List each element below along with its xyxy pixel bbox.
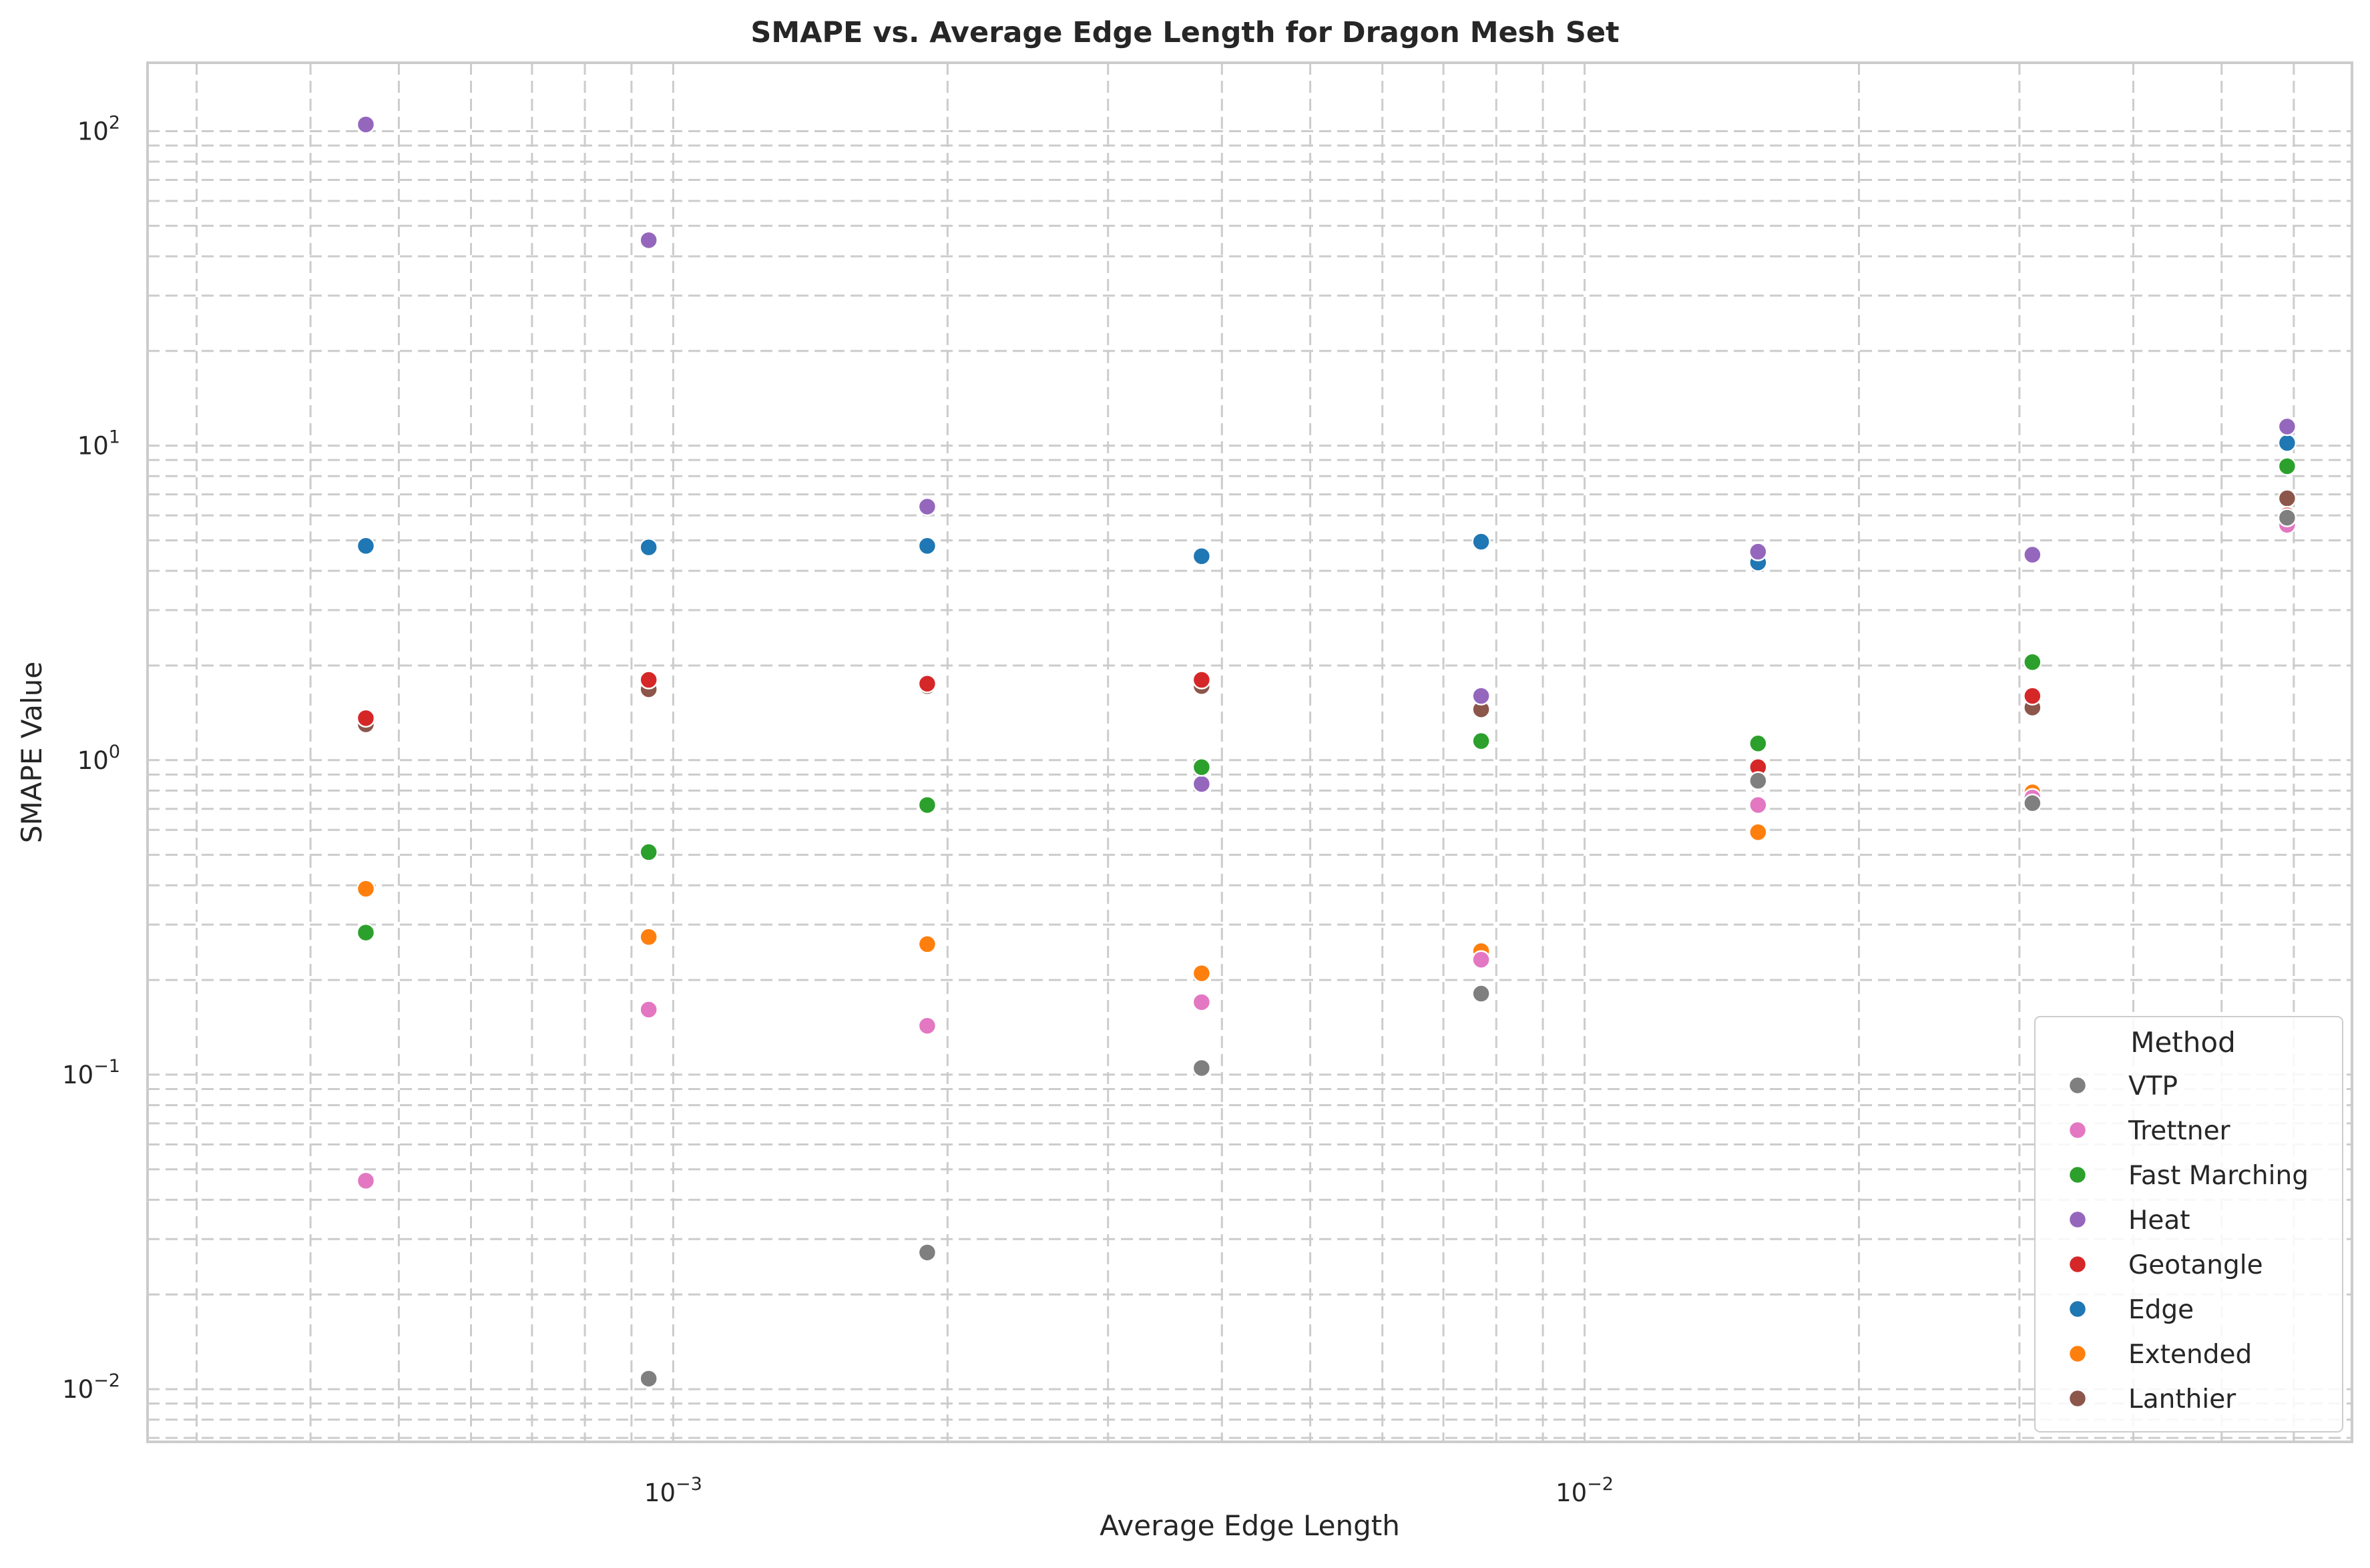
data-point-edge: [2277, 433, 2297, 453]
data-point-heat: [1748, 542, 1768, 561]
x-axis-label: Average Edge Length: [1100, 1509, 1400, 1542]
data-point-vtp: [1471, 984, 1491, 1003]
legend-label: VTP: [2128, 1071, 2178, 1101]
data-point-fast-marching: [1192, 758, 1212, 777]
data-point-heat: [639, 230, 658, 250]
data-point-trettner: [917, 1016, 937, 1035]
data-point-fast-marching: [1471, 731, 1491, 751]
legend-marker: [2068, 1165, 2088, 1185]
data-point-fast-marching: [2023, 652, 2042, 672]
data-point-heat: [356, 115, 376, 134]
data-point-geotangle: [356, 708, 376, 728]
data-point-edge: [639, 537, 658, 557]
legend: Method VTP Trettner Fast Marching Heat Geota…: [2034, 1016, 2343, 1432]
data-point-edge: [1192, 547, 1212, 566]
legend-label: Extended: [2128, 1340, 2252, 1370]
data-point-trettner: [356, 1171, 376, 1191]
plot-area-frame: [146, 61, 2353, 1443]
legend-label: Fast Marching: [2128, 1161, 2309, 1191]
data-point-fast-marching: [917, 795, 937, 815]
legend-label: Edge: [2128, 1295, 2194, 1325]
legend-marker: [2068, 1299, 2088, 1319]
data-point-fast-marching: [2277, 457, 2297, 476]
data-point-trettner: [1471, 950, 1491, 969]
data-point-edge: [1471, 532, 1491, 551]
y-tick-label: 101: [77, 427, 120, 461]
legend-marker: [2068, 1210, 2088, 1230]
data-point-heat: [2277, 417, 2297, 437]
chart-title: SMAPE vs. Average Edge Length for Dragon…: [750, 16, 1619, 49]
data-point-heat: [917, 497, 937, 517]
legend-label: Lanthier: [2128, 1384, 2236, 1414]
data-point-geotangle: [2023, 686, 2042, 706]
data-point-fast-marching: [1748, 734, 1768, 754]
data-point-geotangle: [917, 674, 937, 694]
data-point-lanthier: [2277, 489, 2297, 508]
y-tick-label: 100: [77, 742, 120, 775]
data-point-heat: [2023, 545, 2042, 565]
data-point-vtp: [2023, 793, 2042, 813]
data-point-vtp: [1192, 1058, 1212, 1078]
legend-label: Heat: [2128, 1206, 2190, 1236]
data-points: [356, 115, 2297, 1388]
legend-box: [2034, 1016, 2343, 1432]
data-point-trettner: [1192, 993, 1212, 1012]
data-point-extended: [917, 935, 937, 954]
data-point-vtp: [639, 1369, 658, 1388]
legend-marker: [2068, 1388, 2088, 1408]
y-tick-label: 10−1: [62, 1056, 120, 1089]
y-tick-label: 102: [77, 112, 120, 146]
legend-label: Geotangle: [2128, 1250, 2263, 1280]
data-point-extended: [639, 927, 658, 947]
data-point-trettner: [639, 1000, 658, 1019]
legend-marker: [2068, 1254, 2088, 1274]
legend-title: Method: [2130, 1026, 2236, 1059]
data-point-vtp: [1748, 771, 1768, 790]
legend-marker: [2068, 1120, 2088, 1140]
data-point-geotangle: [1192, 670, 1212, 690]
legend-marker: [2068, 1344, 2088, 1364]
data-point-trettner: [1748, 795, 1768, 815]
x-tick-label: 10−2: [1556, 1474, 1614, 1507]
grid: [148, 63, 2352, 1442]
data-point-edge: [917, 536, 937, 556]
x-tick-label: 10−3: [644, 1474, 702, 1507]
y-tick-label: 10−2: [62, 1370, 120, 1404]
data-point-edge: [356, 536, 376, 556]
data-point-vtp: [2277, 508, 2297, 527]
data-point-extended: [356, 879, 376, 898]
data-point-extended: [1748, 822, 1768, 842]
data-point-extended: [1192, 963, 1212, 983]
legend-label: Trettner: [2128, 1116, 2231, 1146]
legend-marker: [2068, 1075, 2088, 1095]
data-point-fast-marching: [639, 842, 658, 862]
data-point-geotangle: [639, 670, 658, 690]
data-point-vtp: [917, 1243, 937, 1262]
data-point-heat: [1192, 774, 1212, 794]
y-axis-label: SMAPE Value: [15, 662, 48, 843]
data-point-fast-marching: [356, 923, 376, 943]
data-point-heat: [1471, 686, 1491, 706]
